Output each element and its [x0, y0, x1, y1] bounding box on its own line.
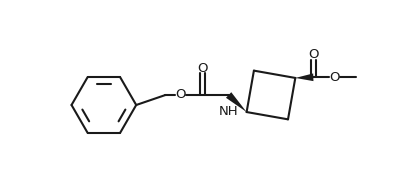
Text: O: O: [330, 71, 340, 84]
Text: O: O: [176, 88, 186, 102]
Text: NH: NH: [219, 105, 238, 118]
Text: O: O: [308, 48, 319, 61]
Text: O: O: [197, 62, 208, 75]
Polygon shape: [295, 73, 314, 81]
Polygon shape: [226, 92, 246, 112]
